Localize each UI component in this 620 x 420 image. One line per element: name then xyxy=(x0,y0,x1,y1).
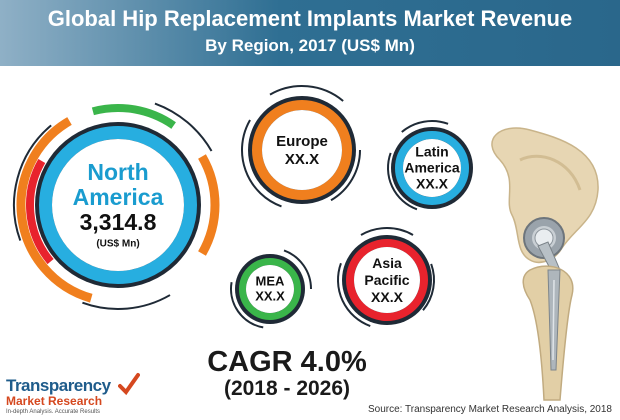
bubble-center xyxy=(262,110,342,190)
decorative-arc xyxy=(387,152,418,211)
bubble-region-label: America xyxy=(73,184,164,210)
bubble-color-ring xyxy=(39,126,197,284)
bubble-color-ring xyxy=(346,239,428,321)
decorative-arc xyxy=(91,104,176,129)
decorative-arc xyxy=(26,159,54,265)
bubble-center xyxy=(354,247,420,313)
title-bar xyxy=(0,0,620,66)
decorative-arc xyxy=(198,154,220,256)
bubble-unit-label: (US$ Mn) xyxy=(96,238,139,249)
bubble-value-label: 3,314.8 xyxy=(80,209,157,235)
bubble-center xyxy=(246,265,294,313)
decorative-arc xyxy=(337,262,371,327)
bubble-region-label: North xyxy=(87,159,148,185)
bubble-value-label: XX.X xyxy=(416,175,449,191)
decorative-arc xyxy=(13,124,52,241)
bubble-region-label: America xyxy=(404,159,459,175)
cagr-period: (2018 - 2026) xyxy=(223,377,351,400)
checkmark-icon xyxy=(118,373,140,396)
bubble-center xyxy=(52,139,184,271)
bubble-region-label: MEA xyxy=(256,274,286,289)
bubble-region-label: Latin xyxy=(415,143,448,159)
bubble-value-label: XX.X xyxy=(285,151,319,168)
logo-word-market-research: Market Research xyxy=(6,394,103,408)
decorative-arc xyxy=(283,249,312,290)
decorative-arc xyxy=(230,282,264,329)
decorative-arc xyxy=(82,294,171,310)
decorative-arc xyxy=(360,227,414,236)
source-note: Source: Transparency Market Research Ana… xyxy=(367,404,612,415)
bubble-color-ring xyxy=(239,258,301,320)
decorative-arc xyxy=(330,149,361,202)
logo-tagline: In-depth Analysis. Accurate Results xyxy=(6,409,101,415)
bubble-color-ring xyxy=(395,131,469,205)
bubble-value-label: XX.X xyxy=(371,289,404,305)
bubble-value-label: XX.X xyxy=(255,289,285,304)
bubble-region-label: Asia xyxy=(372,255,402,271)
bubble-region-label: Pacific xyxy=(364,272,409,288)
decorative-arc xyxy=(401,120,449,133)
logo-word-transparency: Transparency xyxy=(6,376,111,395)
decorative-arc xyxy=(16,117,93,303)
cagr-value: CAGR 4.0% xyxy=(207,346,367,378)
chart-subtitle: By Region, 2017 (US$ Mn) xyxy=(205,36,415,55)
bubble-region-label: Europe xyxy=(276,133,328,150)
hip-implant-image xyxy=(491,127,599,401)
bubble-center xyxy=(403,139,461,197)
decorative-arc xyxy=(154,102,213,152)
decorative-arc xyxy=(422,263,435,311)
bubble-color-ring xyxy=(252,100,352,200)
decorative-arc xyxy=(269,85,344,102)
company-logo: Transparency Market Research In-depth An… xyxy=(6,372,146,418)
decorative-arc xyxy=(241,119,282,208)
chart-title: Global Hip Replacement Implants Market R… xyxy=(47,6,573,31)
